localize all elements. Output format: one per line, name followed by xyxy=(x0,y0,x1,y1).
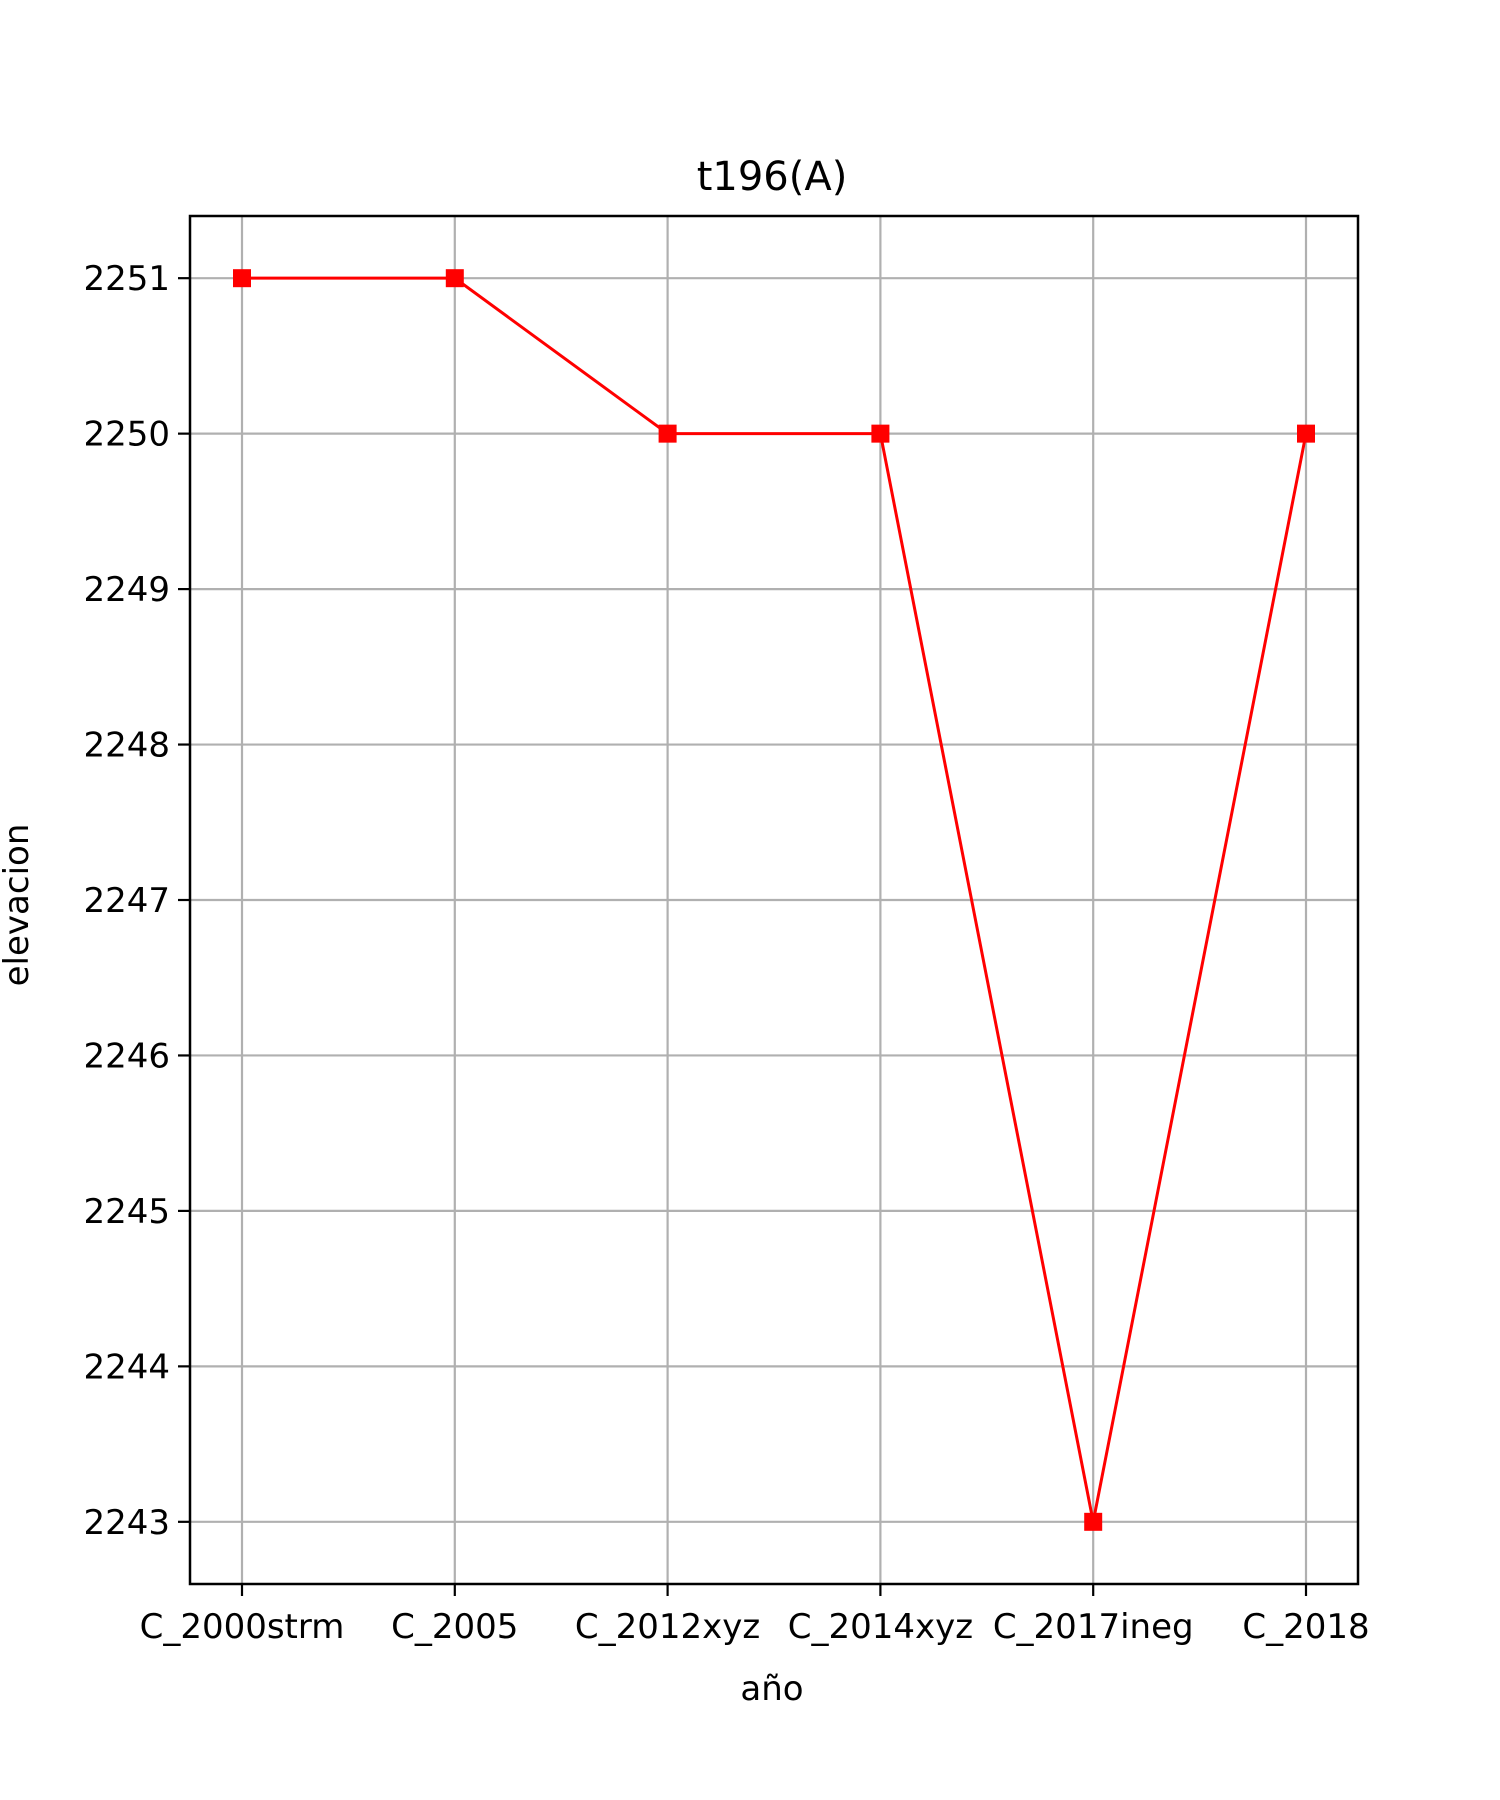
data-point-marker xyxy=(1297,424,1315,443)
x-tick-label: C_2017ineg xyxy=(993,1607,1194,1647)
x-tick-label: C_2012xyz xyxy=(575,1607,760,1647)
x-tick-label: C_2018 xyxy=(1242,1607,1369,1647)
data-point-marker xyxy=(871,424,890,443)
y-axis-label: elevacion xyxy=(0,824,37,987)
y-tick-label: 2250 xyxy=(83,415,170,455)
series-line xyxy=(242,276,1308,1523)
chart-title: t196(A) xyxy=(697,154,848,200)
data-point-marker xyxy=(1084,1512,1103,1531)
data-point-marker xyxy=(445,269,464,288)
y-tick-label: 2246 xyxy=(83,1036,170,1076)
data-point-marker xyxy=(233,269,251,288)
x-tick-label: C_2000strm xyxy=(140,1607,345,1647)
x-axis-label: año xyxy=(740,1669,803,1709)
x-tick-label: C_2005 xyxy=(391,1607,518,1647)
y-tick-label: 2251 xyxy=(83,259,170,299)
x-tick-label: C_2014xyz xyxy=(788,1607,973,1647)
series-group xyxy=(233,269,1315,1531)
data-point-marker xyxy=(658,424,677,443)
axis-ticks: 2243 2244 2245 2246 2247 2248 2249 2250 2251 C_20… xyxy=(83,259,1369,1647)
y-tick-label: 2245 xyxy=(83,1192,170,1232)
y-tick-label: 2249 xyxy=(83,570,170,610)
y-tick-label: 2248 xyxy=(83,726,170,766)
y-tick-label: 2247 xyxy=(83,881,170,921)
y-tick-label: 2243 xyxy=(83,1503,170,1543)
plot-frame xyxy=(188,214,1360,1586)
y-tick-label: 2244 xyxy=(83,1347,170,1387)
